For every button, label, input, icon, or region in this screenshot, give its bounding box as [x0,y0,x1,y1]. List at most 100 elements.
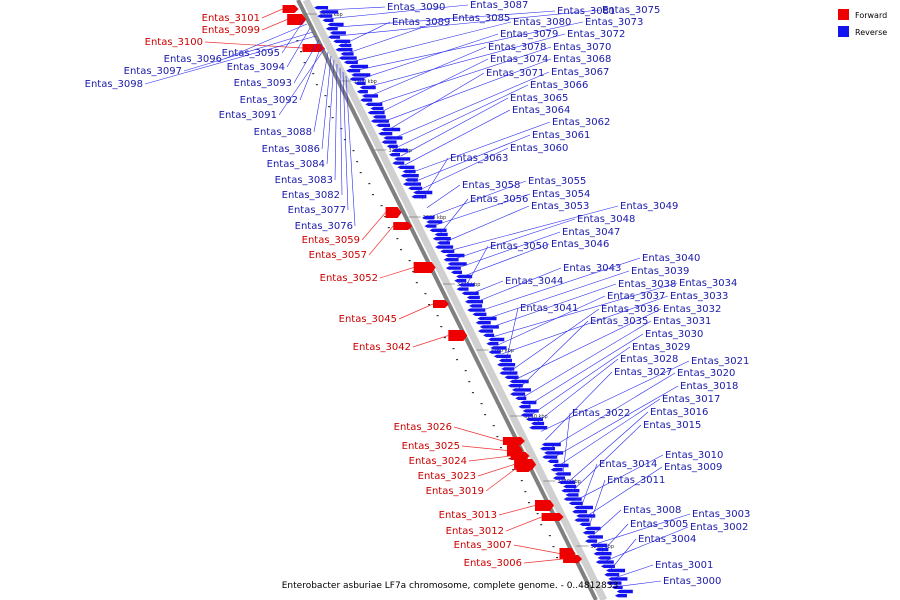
reverse-gene-label: Entas_3014 [599,459,657,470]
forward-gene [282,5,299,13]
reverse-leader [554,385,679,458]
minor-feature [384,216,387,218]
reverse-gene [531,421,545,426]
reverse-gene-label: Entas_3062 [552,117,610,128]
reverse-gene [437,241,451,245]
reverse-gene [378,132,393,136]
reverse-gene [483,333,495,337]
reverse-leader [575,454,664,501]
reverse-gene [582,531,595,535]
reverse-gene-label: Entas_3096 [164,54,222,65]
reverse-gene [604,573,620,577]
reverse-gene [563,484,577,489]
legend-swatch-reverse [838,26,849,37]
reverse-gene-label: Entas_3037 [607,291,665,302]
reverse-gene [493,354,511,358]
reverse-gene-label: Entas_3087 [470,0,528,11]
forward-leader [453,426,503,442]
forward-leader [398,303,434,320]
minor-feature [312,73,315,75]
minor-feature [508,458,511,460]
reverse-gene-label: Entas_3075 [602,5,660,16]
reverse-gene [327,22,344,27]
reverse-gene [558,480,576,484]
reverse-leader [567,411,649,484]
minor-feature [368,183,371,185]
reverse-gene-label: Entas_3018 [680,381,738,392]
reverse-leader [413,134,531,183]
reverse-leader [466,245,489,286]
reverse-gene [477,329,493,333]
forward-leader [523,558,564,564]
reverse-gene-label: Entas_3056 [470,194,528,205]
reverse-gene [389,153,401,157]
minor-feature [343,139,346,141]
reverse-leader [334,10,556,28]
reverse-leader [223,23,308,60]
reverse-gene-label: Entas_3041 [520,303,578,314]
minor-feature [303,62,306,64]
reverse-gene-label: Entas_3093 [234,78,292,89]
reverse-gene-label: Entas_3073 [585,17,643,28]
legend-label-forward: Forward [855,11,887,20]
reverse-leader [549,372,676,449]
reverse-gene-label: Entas_3035 [590,316,648,327]
reverse-leader [448,205,619,252]
reverse-gene-label: Entas_3001 [655,560,713,571]
reverse-gene [328,35,341,39]
reverse-gene-label: Entas_3091 [219,110,277,121]
reverse-gene [335,48,353,52]
minor-feature [552,546,555,548]
reverse-gene-label: Entas_3080 [513,17,571,28]
minor-feature [408,260,411,262]
reverse-leader [391,71,550,140]
reverse-leader [369,46,487,97]
forward-gene [516,464,533,472]
reverse-gene [400,174,419,178]
reverse-leader [299,43,323,101]
reverse-gene [608,577,628,581]
forward-gene-label: Entas_3006 [464,558,522,569]
minor-feature [456,359,459,361]
reverse-gene-label: Entas_3039 [631,266,689,277]
minor-feature [371,194,374,196]
forward-gene-label: Entas_3101 [202,13,260,24]
reverse-gene [529,426,548,430]
reverse-leader [382,58,552,123]
reverse-gene [408,186,423,190]
reverse-leader [339,9,601,37]
tick-label: 3260 kbp [491,348,515,354]
reverse-gene-label: Entas_3061 [532,130,590,141]
reverse-leader [278,47,326,116]
reverse-gene [367,111,385,115]
reverse-leader [321,55,332,150]
reverse-gene [616,589,633,594]
reverse-gene-label: Entas_3098 [85,79,143,90]
forward-leader [468,455,511,462]
reverse-leader [470,280,504,295]
reverse-gene-label: Entas_3034 [679,278,737,289]
reverse-leader [396,84,529,148]
reverse-gene-label: Entas_3095 [222,48,280,59]
backbone-shadow [302,0,608,600]
reverse-leader [444,205,530,243]
reverse-leader [571,424,642,492]
reverse-leader [457,231,561,269]
reverse-gene-label: Entas_3097 [124,66,182,77]
reverse-gene-label: Entas_3054 [532,189,590,200]
reverse-gene-label: Entas_3071 [486,68,544,79]
reverse-gene [595,560,614,564]
reverse-gene [456,287,469,291]
tick-label: 3280 kbp [423,215,447,221]
reverse-gene-label: Entas_3028 [620,354,678,365]
reverse-gene [445,253,465,258]
reverse-gene [515,396,527,400]
reverse-gene-label: Entas_3015 [643,420,701,431]
reverse-gene-label: Entas_3084 [267,159,325,170]
reverse-leader [497,295,606,346]
reverse-leader [330,4,469,19]
reverse-gene [552,476,565,480]
reverse-gene [539,447,555,451]
reverse-leader [501,295,669,355]
